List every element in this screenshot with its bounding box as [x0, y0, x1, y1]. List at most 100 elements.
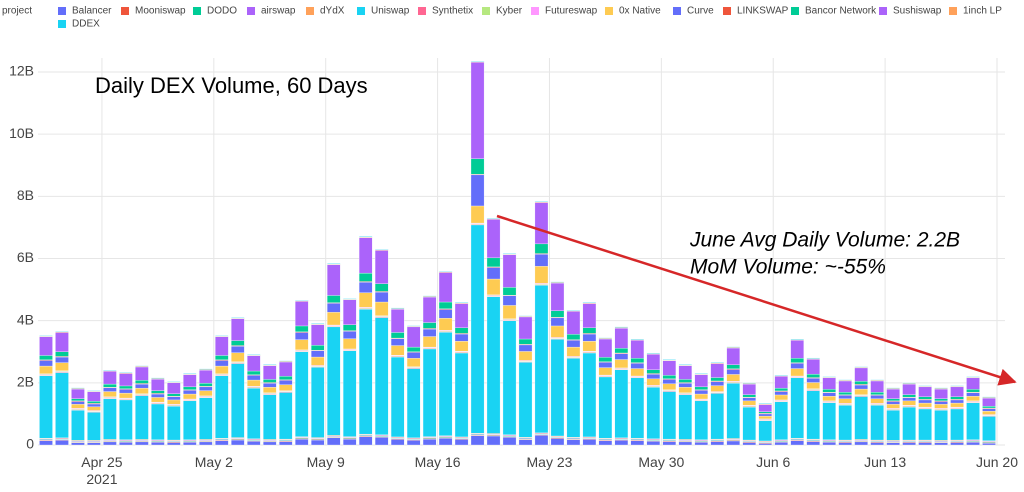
bar-segment [183, 442, 197, 446]
bar-segment [151, 377, 165, 379]
bar-segment [167, 382, 181, 394]
bar-segment [694, 400, 709, 440]
bar-segment [902, 383, 916, 395]
bar-segment [438, 272, 453, 303]
bar-segment [726, 346, 740, 348]
bar-segment [966, 377, 980, 390]
bar-segment [358, 237, 373, 274]
bar-segment [87, 391, 101, 402]
bar-segment [390, 332, 405, 339]
bar-segment [838, 405, 852, 441]
bar-segment [694, 393, 709, 400]
bar-segment [966, 402, 980, 440]
legend-title: project [2, 6, 32, 17]
grid: 0 2B 4B 6B 8B 10B 12B Apr 25 2021 May 2 May 9 May 1… [9, 58, 1018, 487]
bar-segment [311, 356, 325, 366]
bar-segment [215, 440, 229, 446]
bar-segment [263, 382, 277, 388]
bar-segment [806, 373, 820, 378]
bar-segment [406, 325, 421, 327]
bar-segment [215, 336, 229, 356]
bar-segment [870, 398, 884, 404]
bar-segment [326, 437, 341, 446]
bar-segment [231, 363, 245, 438]
bar-segment [582, 327, 597, 334]
bar-segment [326, 326, 341, 436]
bar-segment [326, 303, 341, 313]
bar-segment [566, 358, 581, 438]
bar-segment [534, 435, 549, 446]
bar-segment [470, 158, 485, 175]
bar-segment [135, 395, 149, 440]
bar-segment [263, 394, 277, 440]
legend-swatch [482, 7, 490, 15]
bar-segment [119, 442, 133, 446]
bar-segment [982, 408, 996, 412]
bar-segment [119, 389, 133, 394]
bar-segment [614, 369, 629, 439]
bar-segment [422, 328, 437, 337]
bar-segment [518, 351, 533, 361]
bar-segment [358, 272, 373, 282]
bar-segment [486, 296, 501, 434]
bar-segment [199, 386, 213, 391]
bar-segment [774, 376, 788, 389]
legend-swatch [306, 7, 314, 15]
bar-segment [183, 373, 197, 375]
bar-segment [886, 387, 900, 389]
bar-segment [486, 219, 501, 259]
bar-segment [870, 379, 884, 381]
bar-segment [502, 295, 517, 306]
bar-segment [518, 315, 533, 317]
legend-swatch [193, 7, 201, 15]
bar-segment [71, 387, 85, 389]
bar-segment [518, 362, 533, 438]
bar-segment [982, 405, 996, 409]
bar-segment [854, 367, 868, 382]
bar-segment [183, 374, 197, 388]
bar-segment [231, 318, 245, 341]
bar-segment [518, 344, 533, 352]
bar-segment [982, 397, 996, 407]
y-tick-label: 0 [26, 436, 34, 452]
bar-segment [167, 393, 181, 397]
bar-segment [758, 403, 772, 405]
bar-segment [774, 374, 788, 376]
bar-segment [806, 359, 820, 375]
bar-segment [614, 353, 629, 360]
bar-segment [870, 405, 884, 441]
bar-segment [662, 383, 677, 390]
bar-segment [566, 340, 581, 348]
bar-segment [806, 382, 820, 389]
bar-segment [598, 337, 613, 339]
bar-segment [358, 236, 373, 238]
bar-segment [726, 374, 740, 382]
bar-segment [390, 345, 405, 356]
bar-segment [950, 396, 964, 400]
bar-segment [454, 352, 469, 438]
bar-segment [199, 397, 213, 440]
bar-segment [854, 441, 868, 446]
bar-segment [646, 354, 661, 370]
bar-segment [103, 383, 117, 388]
legend-swatch [121, 7, 129, 15]
bar-segment [518, 316, 533, 340]
bar-segment [790, 440, 804, 446]
bar-segment [934, 398, 948, 402]
bar-segment [470, 62, 485, 159]
bar-segment [390, 356, 405, 438]
bar-segment [838, 380, 852, 393]
bar-segment [167, 381, 181, 383]
bar-segment [646, 373, 661, 379]
bar-segment [598, 440, 613, 446]
x-tick-label: May 2 [195, 454, 233, 470]
bar-segment [486, 278, 501, 296]
bar-segment [263, 379, 277, 383]
bar-segment [582, 302, 597, 304]
bar-segment [55, 362, 69, 371]
bar-segment [183, 400, 197, 440]
bar-segment [438, 318, 453, 331]
bar-segment [838, 442, 852, 446]
bar-segment [822, 377, 836, 390]
